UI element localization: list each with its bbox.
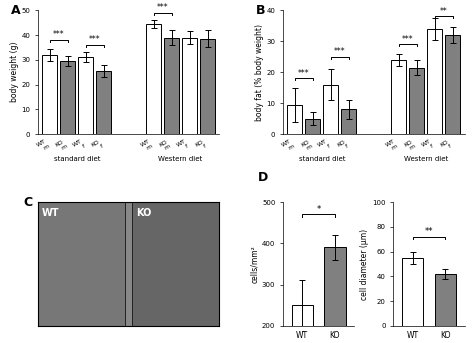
Bar <box>427 29 442 134</box>
Y-axis label: cell diameter (μm): cell diameter (μm) <box>360 228 369 299</box>
Text: standard diet: standard diet <box>299 156 345 162</box>
Bar <box>324 248 346 343</box>
Text: ***: *** <box>53 31 64 39</box>
Text: *: * <box>317 205 321 214</box>
Text: **: ** <box>425 227 433 236</box>
Bar <box>60 61 75 134</box>
Bar <box>305 119 320 134</box>
Bar <box>391 60 406 134</box>
Text: ***: *** <box>402 35 413 44</box>
Bar <box>200 39 215 134</box>
Bar <box>409 68 424 134</box>
Y-axis label: body fat (% body weight): body fat (% body weight) <box>255 24 264 121</box>
Text: ***: *** <box>334 47 346 56</box>
Bar <box>435 274 456 326</box>
Bar <box>42 55 57 134</box>
Y-axis label: body weight (g): body weight (g) <box>9 42 18 103</box>
Text: ***: *** <box>157 3 168 12</box>
Text: C: C <box>23 196 33 209</box>
Bar <box>38 202 125 326</box>
Text: **: ** <box>440 7 447 16</box>
Bar <box>164 37 179 134</box>
Text: KO: KO <box>136 208 151 218</box>
Bar <box>96 71 111 134</box>
Bar <box>132 202 219 326</box>
Text: ***: *** <box>298 69 310 78</box>
Text: Western diet: Western diet <box>403 156 448 162</box>
Bar <box>341 109 356 134</box>
Bar <box>445 35 460 134</box>
Bar <box>182 37 197 134</box>
Text: ***: *** <box>89 35 100 44</box>
Bar <box>402 258 423 326</box>
Bar <box>287 105 302 134</box>
Text: WT: WT <box>42 208 59 218</box>
Text: D: D <box>258 171 268 184</box>
Bar <box>292 305 313 343</box>
Bar <box>146 24 161 134</box>
Text: A: A <box>11 4 20 17</box>
Bar <box>323 84 338 134</box>
Y-axis label: cells/mm²: cells/mm² <box>250 245 259 283</box>
Text: Western diet: Western diet <box>158 156 203 162</box>
Bar <box>78 57 93 134</box>
Text: B: B <box>256 4 265 17</box>
Text: standard diet: standard diet <box>54 156 100 162</box>
